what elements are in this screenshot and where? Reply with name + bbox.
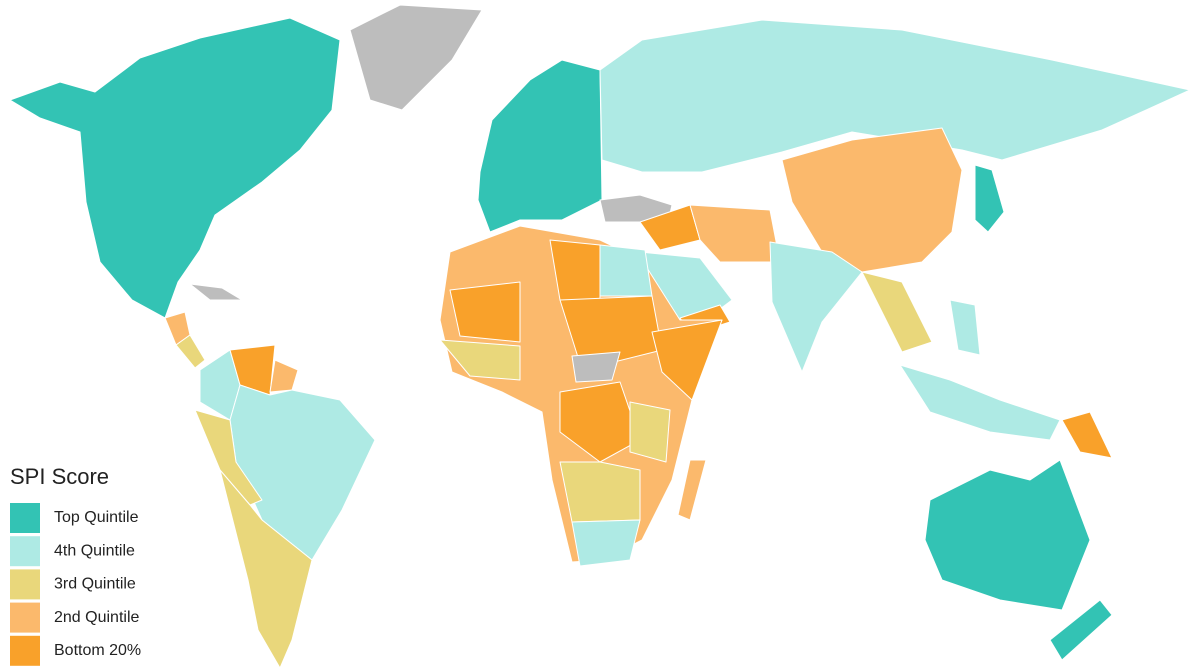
central-african-republic (571, 351, 621, 383)
legend-swatch (10, 569, 40, 600)
legend-label: 3rd Quintile (54, 576, 136, 593)
legend-swatch (10, 635, 40, 666)
legend-label: 4th Quintile (54, 542, 135, 559)
legend: SPI Score Top Quintile 4th Quintile 3rd Qu… (10, 464, 141, 666)
india (769, 241, 863, 373)
legend-title: SPI Score (10, 464, 109, 489)
legend-swatch (10, 536, 40, 567)
drc (559, 381, 641, 463)
south-africa (571, 519, 641, 567)
madagascar (677, 459, 707, 521)
indonesia (899, 364, 1061, 441)
guianas (269, 359, 299, 393)
north-america (9, 17, 341, 319)
russia-central-asia (599, 19, 1191, 173)
argentina-chile (219, 469, 313, 669)
greenland (349, 4, 483, 111)
egypt (599, 244, 653, 297)
legend-label: Bottom 20% (54, 642, 141, 659)
japan (974, 164, 1005, 233)
papua-new-guinea (1061, 411, 1113, 459)
mali (449, 281, 521, 343)
europe (477, 59, 603, 233)
central-america-south (175, 334, 206, 369)
legend-label: 2nd Quintile (54, 609, 139, 626)
iran-afghanistan (689, 204, 781, 263)
new-zealand (1049, 599, 1113, 661)
philippines (949, 299, 981, 356)
legend-swatch (10, 503, 40, 533)
australia (924, 459, 1091, 611)
countries (9, 4, 1191, 669)
legend-label: Top Quintile (54, 509, 139, 526)
southern-africa (559, 461, 641, 523)
west-africa-coast (439, 339, 521, 381)
southeast-asia (861, 271, 933, 353)
tanzania (629, 401, 671, 463)
cuba (189, 283, 243, 301)
legend-swatch (10, 602, 40, 633)
horn-of-africa (651, 319, 723, 401)
china (781, 127, 963, 273)
